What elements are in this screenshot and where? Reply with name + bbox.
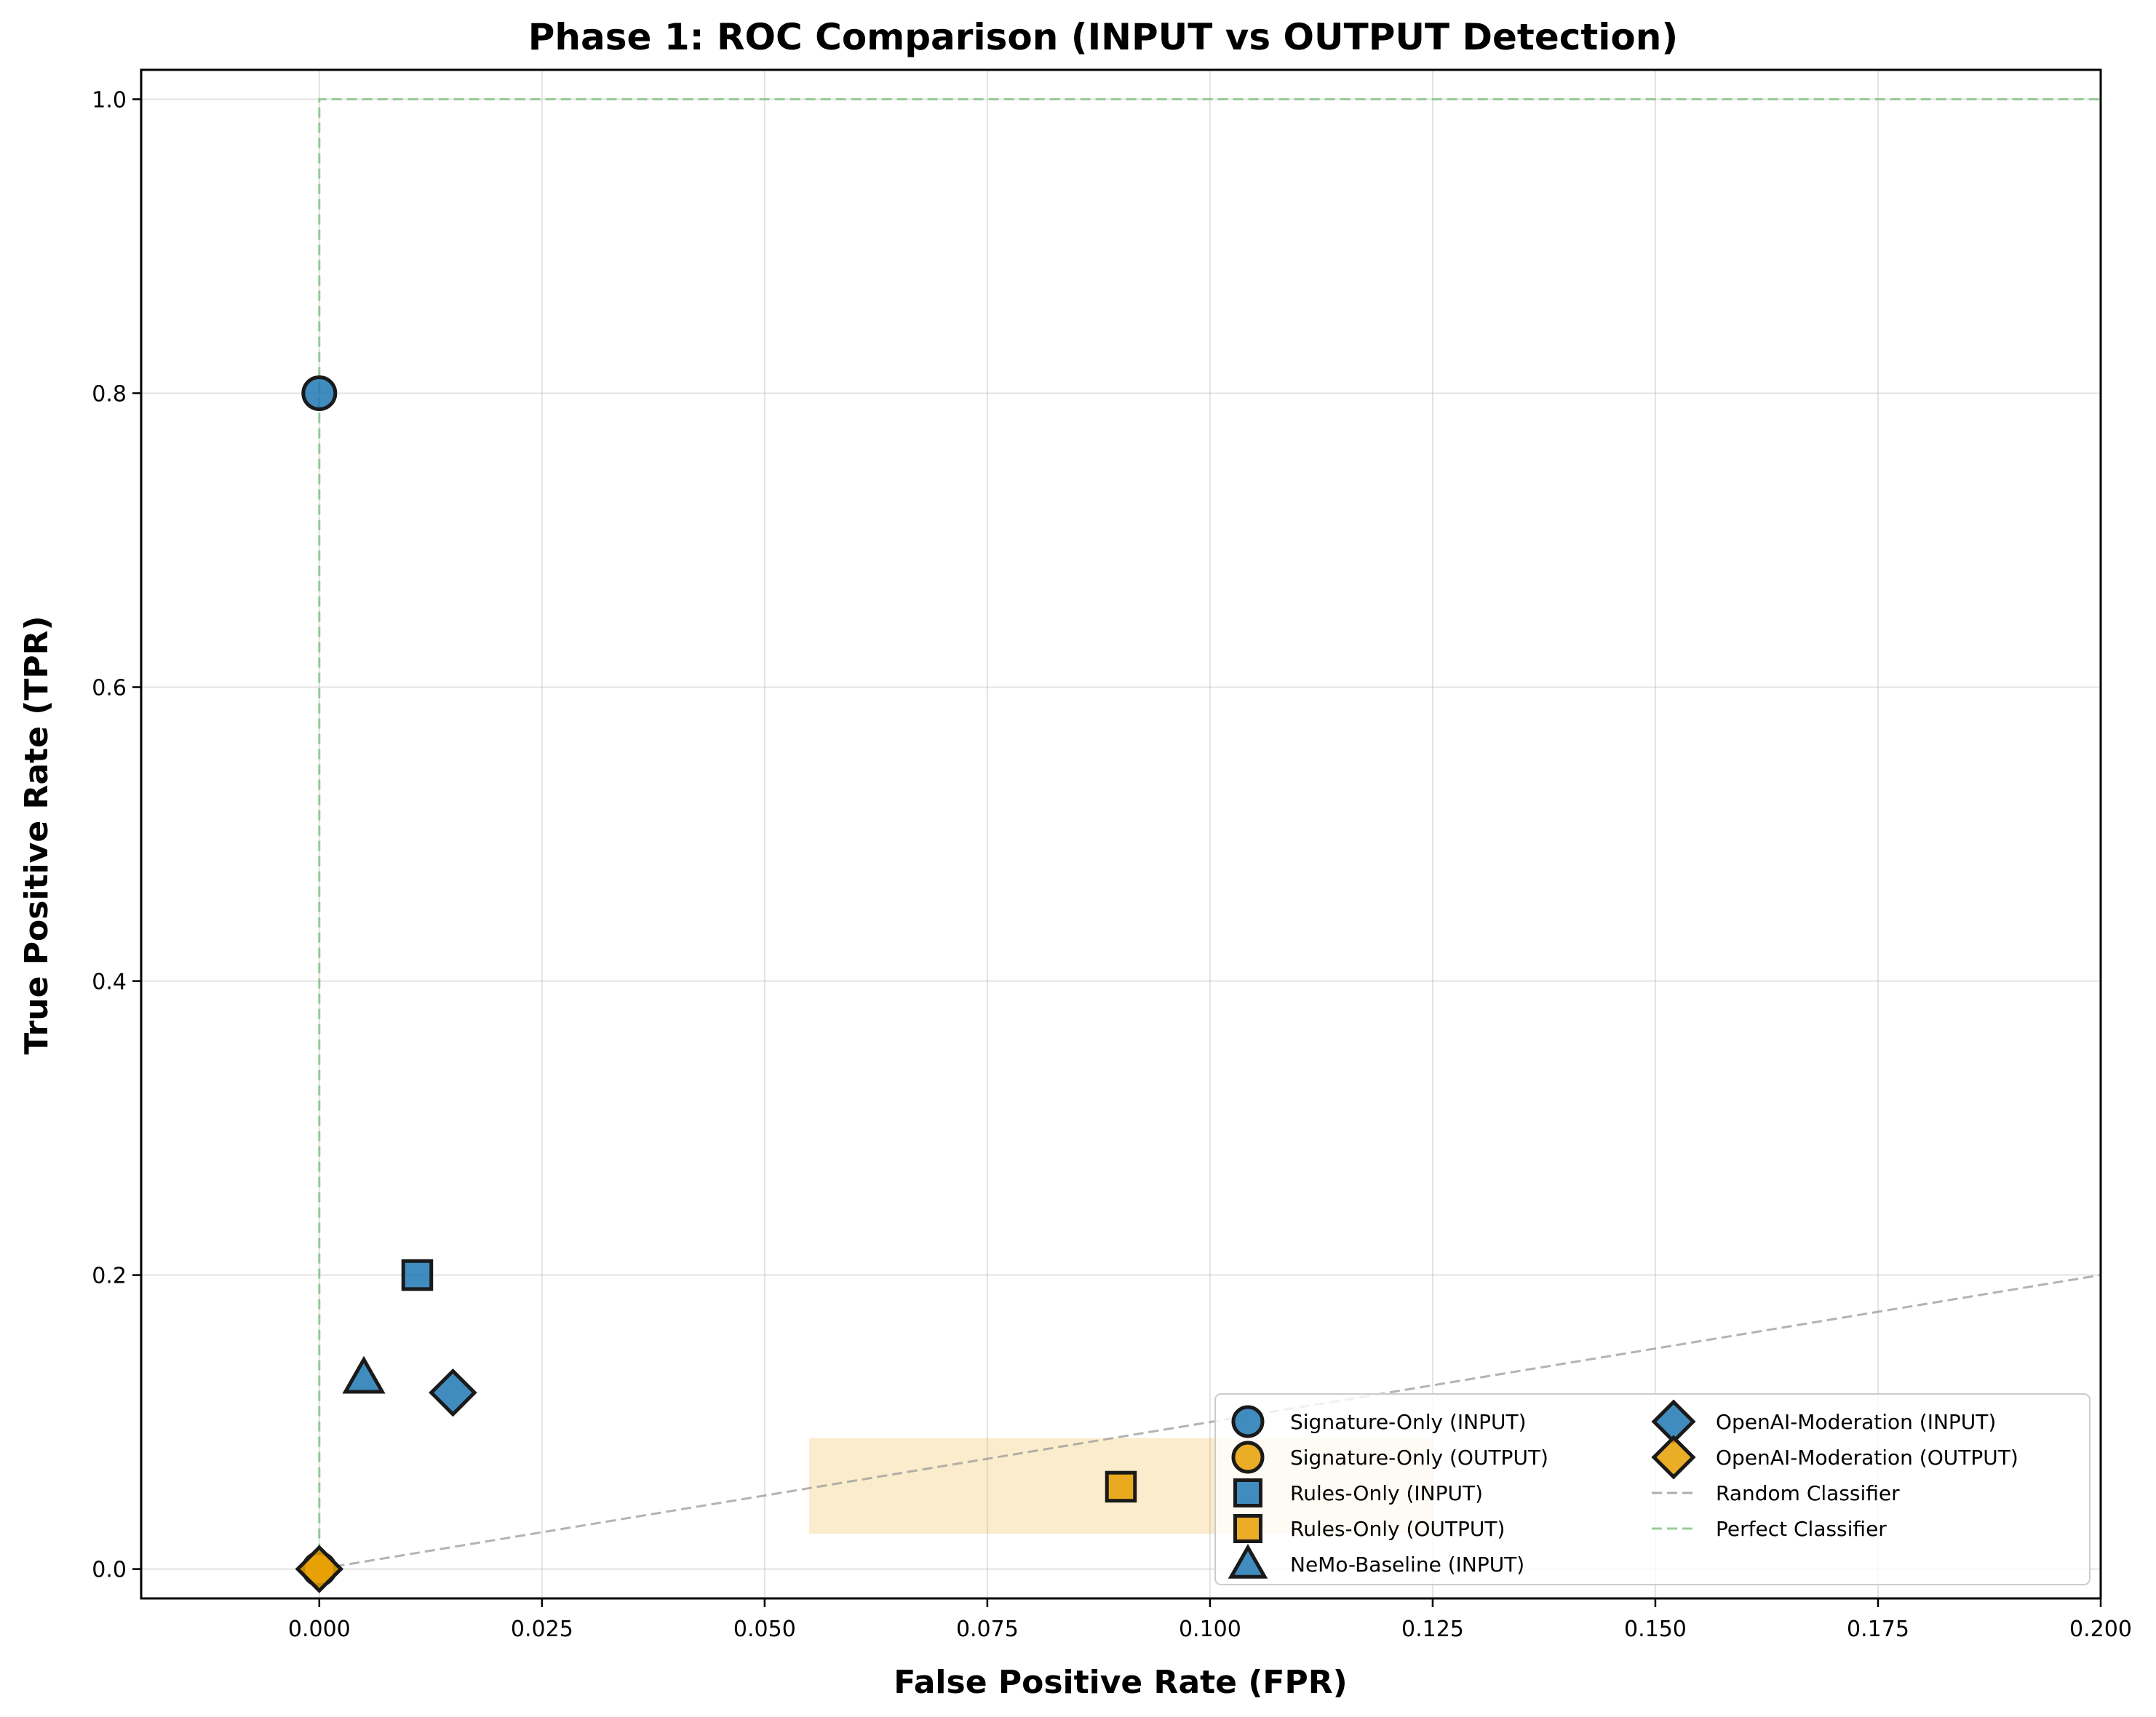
data-point-3: [401, 1259, 434, 1291]
legend-label: Rules-Only (INPUT): [1290, 1481, 1483, 1505]
legend-box: [1214, 1393, 2091, 1585]
legend-marker: [1231, 1441, 1265, 1474]
x-tick-label: 0.075: [956, 1617, 1019, 1642]
legend-marker: [1233, 1478, 1262, 1507]
legend-label: NeMo-Baseline (INPUT): [1290, 1553, 1524, 1577]
y-tick-label: 1.0: [92, 87, 127, 113]
reference-line: [318, 97, 2101, 1569]
legend-marker: [1231, 1405, 1265, 1438]
chart-title: Phase 1: ROC Comparison (INPUT vs OUTPUT…: [528, 16, 1678, 58]
reference-line: [319, 1274, 2101, 1571]
x-tick-label: 0.100: [1179, 1617, 1241, 1642]
data-point-1: [301, 375, 338, 411]
y-tick-label: 0.8: [92, 381, 127, 407]
plot-frame: [140, 68, 2102, 1600]
legend-label: Perfect Classifier: [1716, 1517, 1887, 1541]
data-point-5: [342, 1355, 386, 1394]
x-tick-label: 0.050: [733, 1617, 796, 1642]
legend: Signature-Only (INPUT) Signature-Only (OU…: [1214, 1393, 2091, 1585]
data-point-6: [429, 1368, 477, 1417]
y-tick-label: 0.4: [92, 970, 127, 995]
legend-label: OpenAI-Moderation (OUTPUT): [1716, 1446, 2018, 1470]
legend-label: Random Classifier: [1716, 1481, 1900, 1505]
legend-marker: [1651, 1435, 1696, 1480]
x-tick-label: 0.025: [511, 1617, 573, 1642]
x-axis-label: False Positive Rate (FPR): [894, 1664, 1347, 1701]
ticks-layer: 0.000 0.025 0.050 0.075 0.100 0.125 0.150 0.175…: [92, 87, 2132, 1642]
legend-label: Rules-Only (OUTPUT): [1290, 1517, 1505, 1541]
x-tick-label: 0.200: [2069, 1617, 2132, 1642]
x-tick-label: 0.175: [1847, 1617, 1909, 1642]
y-tick-label: 0.6: [92, 675, 127, 701]
x-tick-label: 0.000: [288, 1617, 351, 1642]
y-axis-label: True Positive Rate (TPR): [18, 616, 55, 1054]
legend-label: Signature-Only (OUTPUT): [1290, 1446, 1548, 1470]
markers-layer: [295, 375, 1137, 1593]
reference-lines-layer: [318, 97, 2101, 1571]
y-tick-label: 0.0: [92, 1558, 127, 1583]
legend-marker: [1228, 1543, 1268, 1579]
legend-label: Signature-Only (INPUT): [1290, 1410, 1527, 1434]
legend-marker: [1233, 1514, 1262, 1543]
legend-label: OpenAI-Moderation (INPUT): [1716, 1410, 1996, 1434]
x-tick-label: 0.150: [1624, 1617, 1687, 1642]
data-point-7: [295, 1545, 344, 1593]
x-tick-label: 0.125: [1401, 1617, 1464, 1642]
y-tick-label: 0.2: [92, 1264, 127, 1289]
data-point-4: [1105, 1470, 1137, 1503]
